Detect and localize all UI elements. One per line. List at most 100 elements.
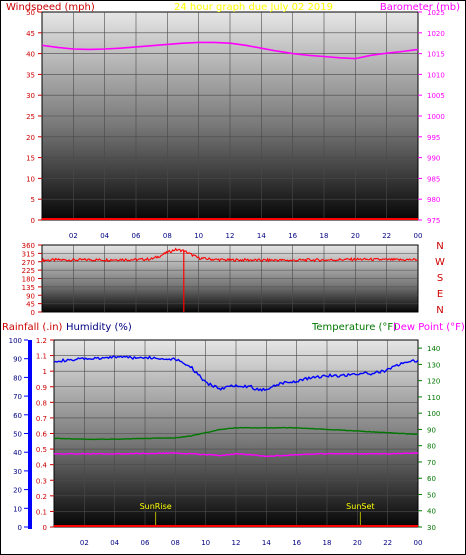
rainfall-tick-label: 0.6 [36,431,48,439]
barometer-axis: 1025 1020 1015 1010 1005 1000 995 990 985 980 975 [418,9,445,225]
x-tick-label: 10 [194,232,203,240]
direction-tick-label: 135 [22,284,35,292]
windspeed-tick-label: 5 [31,196,35,204]
x-tick-label: 22 [382,232,391,240]
direction-tick-label: 90 [26,292,35,300]
x-tick-label: 00 [414,232,423,240]
barometer-axis-title: Barometer (mb) [380,2,460,13]
x-tick-label: 16 [292,539,301,547]
humidity-tick-label: 50 [13,431,22,439]
x-tick-label: 02 [69,232,78,240]
temperature-tick-label: 60 [427,475,436,483]
compass-label: W [435,257,445,268]
humidity-tick-label: 30 [13,468,22,476]
x-tick-label: 18 [323,539,332,547]
humidity-axis-title: Humidity (%) [66,322,132,333]
rainfall-tick-label: 1.2 [36,337,47,345]
x-tick-label: 20 [351,232,360,240]
rainfall-tick-label: 0 [43,524,47,532]
windspeed-tick-label: 40 [26,51,35,59]
x-tick-label: 06 [132,232,141,240]
wind-pressure-series [41,41,419,220]
temperature-axis: 140 130 120 110 100 90 80 70 60 50 40 30 [418,345,440,532]
graph-title: 24 hour graph due July 02 2019 [174,2,333,13]
x-tick-label: 08 [163,232,172,240]
dewpoint-line [53,452,419,458]
temperature-tick-label: 70 [427,459,436,467]
windspeed-tick-label: 15 [26,155,35,163]
temperature-tick-label: 120 [427,378,440,386]
barometer-tick-label: 985 [427,175,440,183]
barometer-line [41,41,419,60]
temperature-tick-label: 50 [427,491,436,499]
rain-humidity-temp-series [53,355,419,527]
rainfall-tick-label: 1.1 [36,353,47,361]
x-tick-label: 16 [288,232,297,240]
direction-tick-label: 45 [26,301,35,309]
sunrise-label: SunRise [140,502,172,511]
wind-pressure-x-axis: 02 04 06 08 10 12 14 16 18 20 22 00 [69,232,423,240]
x-tick-label: 00 [414,539,423,547]
temperature-tick-label: 80 [427,443,436,451]
windspeed-tick-label: 0 [31,217,35,225]
temperature-axis-title: Temperature (°F) [311,322,397,333]
direction-tick-label: 270 [22,259,35,267]
rain-humidity-temp-grid [54,340,418,527]
humidity-tick-label: 60 [13,412,22,420]
rainfall-tick-label: 0.4 [36,462,48,470]
humidity-tick-label: 10 [13,505,22,513]
windspeed-tick-label: 50 [26,9,35,17]
wind-pressure-grid [42,12,418,220]
windspeed-tick-label: 35 [26,71,35,79]
x-tick-label: 18 [320,232,329,240]
x-tick-label: 12 [232,539,241,547]
rainfall-tick-label: 0.5 [36,446,47,454]
compass-label: N [436,241,443,252]
x-tick-label: 22 [383,539,392,547]
barometer-tick-label: 995 [427,134,440,142]
x-tick-label: 10 [201,539,210,547]
temperature-line [53,426,418,441]
dewpoint-axis-title: Dew Point (°F) [393,322,465,333]
x-tick-label: 06 [141,539,150,547]
rain-humidity-temp-x-axis: 02 04 06 08 10 12 14 16 18 20 22 00 [80,539,423,547]
x-tick-label: 04 [110,539,119,547]
rainfall-tick-label: 1 [43,368,47,376]
temperature-tick-label: 40 [427,508,436,516]
rainfall-tick-label: 0.8 [36,399,47,407]
x-tick-label: 20 [353,539,362,547]
barometer-tick-label: 1020 [427,30,445,38]
windspeed-tick-label: 45 [26,30,35,38]
x-tick-label: 12 [226,232,235,240]
sun-markers: SunRise SunSet [140,502,375,527]
direction-tick-label: 0 [31,309,35,317]
humidity-tick-label: 90 [13,356,22,364]
windspeed-tick-label: 25 [26,113,35,121]
direction-tick-label: 180 [22,276,35,284]
x-tick-label: 14 [257,232,266,240]
direction-tick-label: 360 [22,242,35,250]
x-tick-label: 14 [262,539,271,547]
windspeed-axis-title: Windspeed (mph) [6,2,95,13]
x-tick-label: 02 [80,539,89,547]
rainfall-tick-label: 0.1 [36,508,47,516]
windspeed-tick-label: 10 [26,175,35,183]
humidity-tick-label: 20 [13,487,22,495]
humidity-axis-bar [28,340,32,529]
temperature-tick-label: 90 [427,426,436,434]
humidity-tick-label: 80 [13,374,22,382]
x-tick-label: 04 [100,232,109,240]
windspeed-tick-label: 30 [26,92,35,100]
barometer-tick-label: 1000 [427,113,445,121]
rainfall-tick-label: 0.9 [36,384,47,392]
barometer-tick-label: 1010 [427,71,445,79]
temperature-tick-label: 130 [427,361,440,369]
x-tick-label: 08 [171,539,180,547]
